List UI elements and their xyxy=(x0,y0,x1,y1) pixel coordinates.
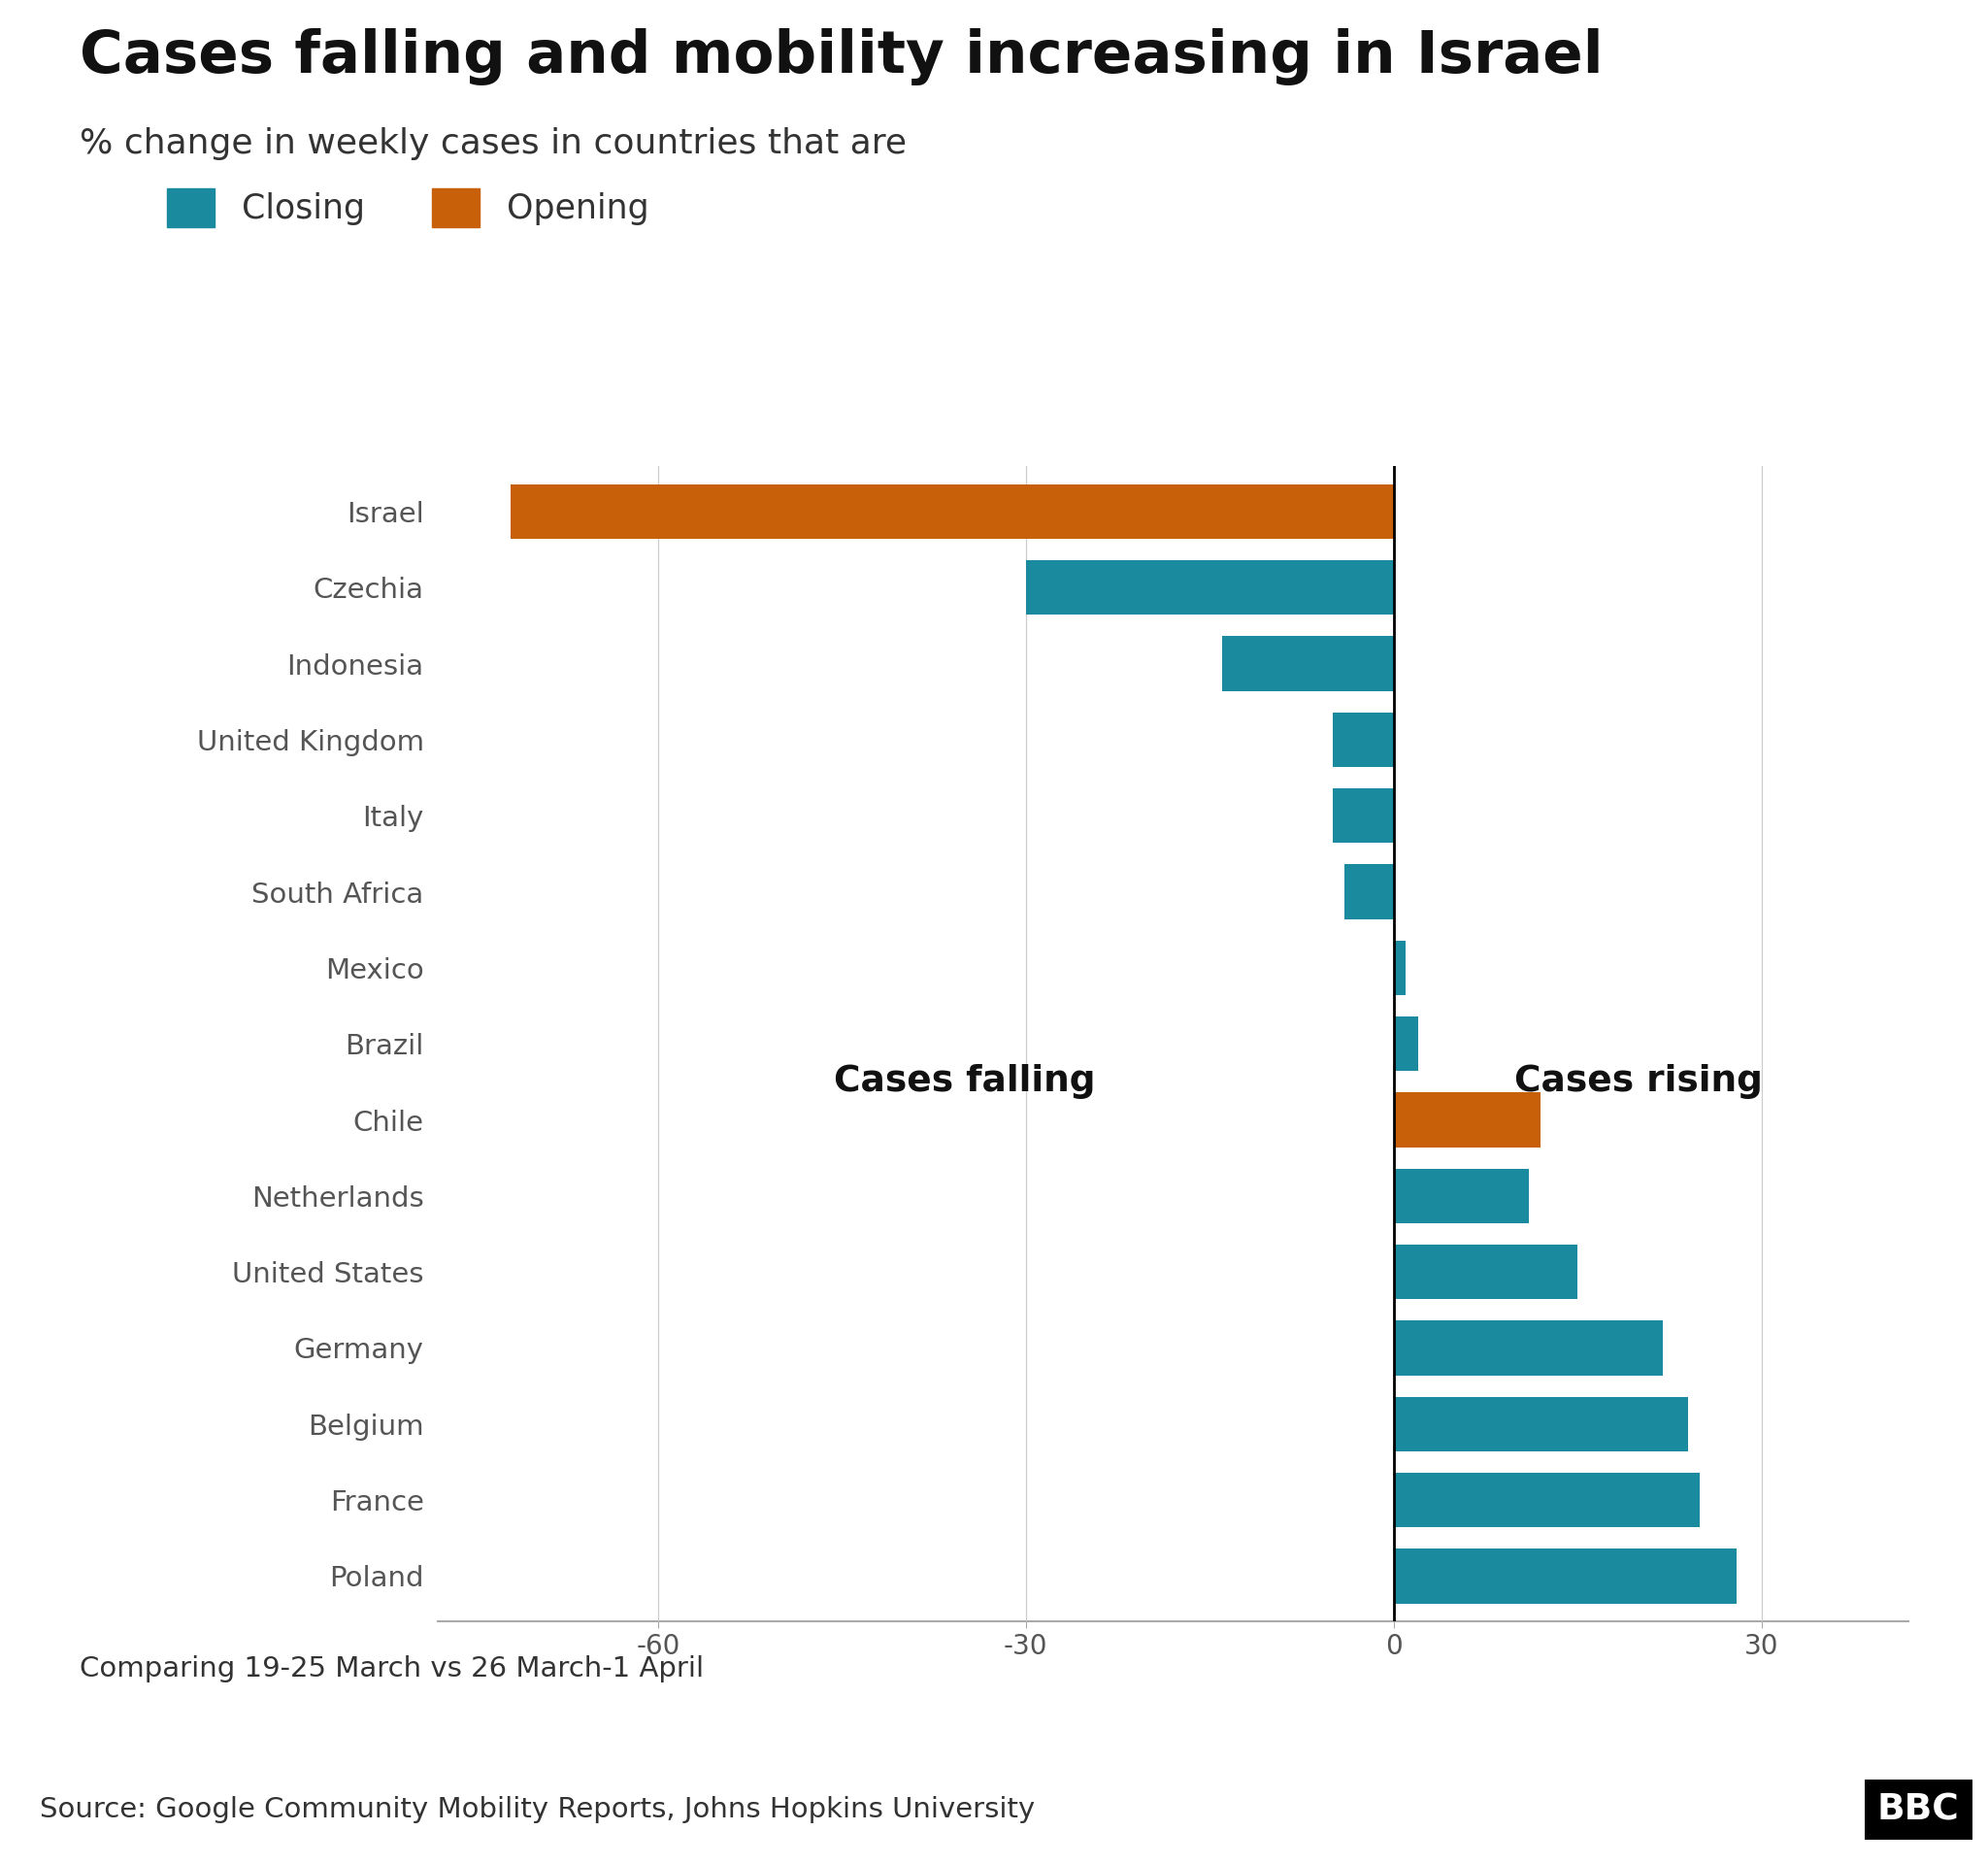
Bar xyxy=(1394,1549,1738,1603)
Text: Cases rising: Cases rising xyxy=(1515,1064,1763,1100)
Text: Source: Google Community Mobility Reports, Johns Hopkins University: Source: Google Community Mobility Report… xyxy=(40,1797,1036,1823)
Bar xyxy=(1394,941,1406,995)
Text: Cases falling: Cases falling xyxy=(833,1064,1095,1100)
Bar xyxy=(1394,1396,1688,1452)
Bar xyxy=(511,485,1394,539)
Bar xyxy=(1394,1016,1417,1072)
Bar xyxy=(1394,1473,1700,1527)
Bar xyxy=(1394,1320,1664,1376)
Bar xyxy=(1394,1169,1529,1223)
Bar xyxy=(1332,712,1394,768)
Text: Cases falling and mobility increasing in Israel: Cases falling and mobility increasing in… xyxy=(80,28,1602,86)
Bar xyxy=(1394,1092,1541,1146)
Legend: Closing, Opening: Closing, Opening xyxy=(167,188,648,227)
Bar xyxy=(1344,865,1394,919)
Bar xyxy=(1223,636,1394,692)
Text: % change in weekly cases in countries that are: % change in weekly cases in countries th… xyxy=(80,127,907,160)
Text: Comparing 19-25 March vs 26 March-1 April: Comparing 19-25 March vs 26 March-1 Apri… xyxy=(80,1655,704,1683)
Bar xyxy=(1026,561,1394,615)
Text: BBC: BBC xyxy=(1877,1793,1960,1827)
Bar xyxy=(1332,788,1394,843)
Bar xyxy=(1394,1245,1578,1299)
